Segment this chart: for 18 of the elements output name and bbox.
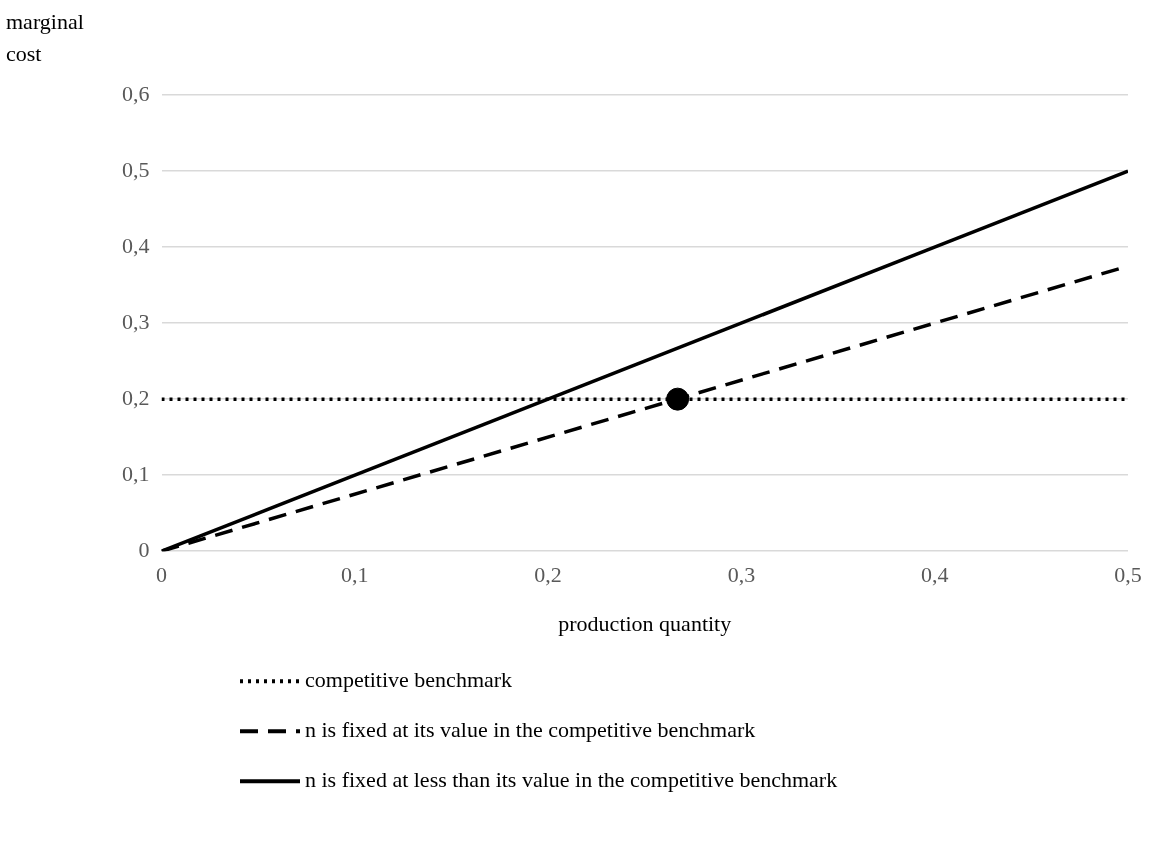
x-tick-label: 0,5: [1114, 562, 1142, 588]
y-tick-label: 0,1: [122, 460, 150, 486]
x-tick-label: 0,2: [534, 562, 562, 588]
x-tick-label: 0,3: [727, 562, 756, 588]
legend-label: n is fixed at less than its value in the competitive benchmark: [305, 766, 838, 792]
x-tick-label: 0,4: [920, 562, 949, 588]
y-tick-label: 0,6: [122, 80, 150, 106]
y-axis-title: marginal cost: [6, 8, 85, 68]
y-tick-label: 0,4: [122, 232, 150, 258]
x-axis-title: production quantity: [558, 610, 732, 636]
y-tick-label: 0,3: [122, 308, 150, 334]
x-tick-label: 0,1: [341, 562, 369, 588]
y-tick-label: 0,5: [122, 156, 150, 182]
y-tick-label: 0,2: [122, 384, 150, 410]
y-tick-label: 0: [138, 536, 150, 562]
x-tick-label: 0: [156, 562, 167, 588]
legend-label: competitive benchmark: [305, 666, 513, 692]
legend-label: n is fixed at its value in the competitive benchmark: [305, 716, 756, 742]
